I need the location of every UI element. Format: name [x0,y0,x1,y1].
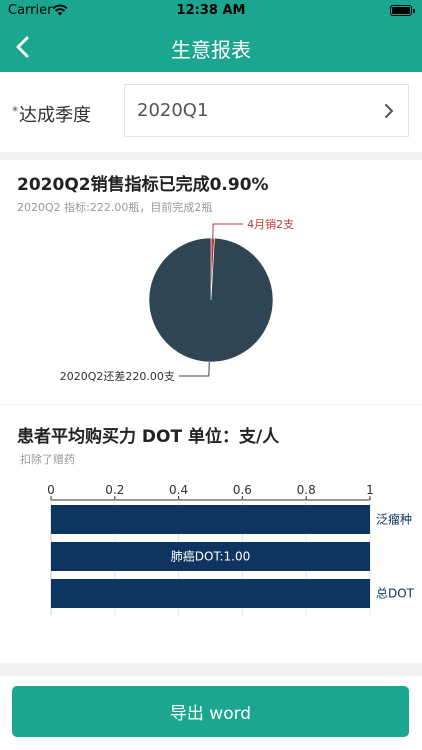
dot-bar-2 [51,579,370,608]
dot-bar-label-0: 泛瘤种 [376,512,412,527]
quarter-label: 达成季度 [19,105,91,126]
pie-label-line-0 [212,223,244,239]
dot-subtitle: 扣除了赠药 [20,453,75,466]
x-tick-label: 0.2 [105,483,124,497]
dot-bar-label-1: 肺癌DOT:1.00 [171,549,250,564]
x-tick-label: 0.8 [297,483,316,497]
status-time: 12:38 AM [176,3,246,18]
back-arrow-icon[interactable] [14,36,32,58]
quarter-row: * 达成季度 2020Q1 [0,72,422,152]
export-word-button[interactable]: 导出 word [12,686,409,737]
x-tick-label: 0.6 [233,483,252,497]
required-mark: * [12,104,18,118]
dot-bar-1 [51,542,370,571]
dot-title: 患者平均购买力 DOT 单位：支/人 [17,427,280,447]
page-title: 生意报表 [171,38,251,62]
quarter-select[interactable]: 2020Q1 [124,84,409,137]
sales-title: 2020Q2销售指标已完成0.90% [17,175,269,195]
pie-label-line-1 [178,361,210,377]
battery-icon [390,5,415,16]
pie-label-0: 4月销2支 [247,217,294,231]
dot-card: 患者平均购买力 DOT 单位：支/人 扣除了赠药 0 0.2 0.4 0.6 0.8 1 泛… [0,405,422,663]
chevron-right-icon [385,104,393,118]
footer: 导出 word [0,676,422,750]
nav-bar: 生意报表 [0,22,422,72]
sales-subtitle: 2020Q2 指标:222.00瓶，目前完成2瓶 [17,201,213,214]
dot-bar-0 [51,505,370,534]
pie-slice-1 [148,237,274,363]
x-tick-label: 0 [47,483,55,497]
dot-bar-label-2: 总DOT [376,587,415,601]
sales-pie-chart: 4月销2支 2020Q2还差220.00支 [60,217,294,383]
x-tick-label: 1 [366,483,374,497]
status-bar: Carrier 12:38 AM [0,0,422,22]
sales-card: 2020Q2销售指标已完成0.90% 2020Q2 指标:222.00瓶，目前完… [0,160,422,404]
status-carrier: Carrier [8,3,53,18]
wifi-icon [52,4,68,16]
quarter-value: 2020Q1 [137,100,209,121]
pie-label-1: 2020Q2还差220.00支 [60,369,175,383]
x-tick-label: 0.4 [169,483,188,497]
